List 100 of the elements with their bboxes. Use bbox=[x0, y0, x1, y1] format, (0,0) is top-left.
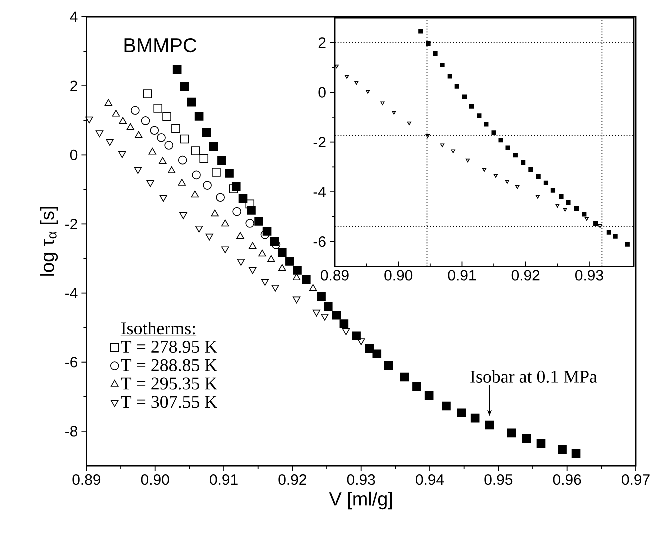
point bbox=[492, 130, 496, 136]
point bbox=[462, 94, 468, 100]
annotation: Isobar at 0.1 MPa bbox=[470, 370, 598, 384]
point bbox=[536, 439, 546, 448]
point bbox=[485, 420, 494, 430]
point bbox=[195, 226, 204, 233]
point bbox=[345, 75, 350, 79]
point bbox=[212, 168, 221, 177]
point bbox=[246, 219, 255, 228]
point bbox=[309, 284, 318, 292]
point bbox=[172, 124, 180, 134]
point bbox=[261, 279, 270, 286]
point bbox=[225, 169, 234, 178]
point bbox=[143, 90, 152, 98]
legend-label: T = 307.55 K bbox=[121, 396, 218, 408]
annotation: BMMPC bbox=[124, 38, 197, 53]
point bbox=[550, 188, 556, 193]
point bbox=[454, 84, 460, 89]
point bbox=[180, 82, 190, 92]
x-axis-title: V [ml/g] bbox=[329, 492, 392, 510]
point bbox=[625, 242, 630, 247]
point bbox=[522, 434, 532, 444]
point bbox=[426, 42, 431, 46]
point bbox=[470, 414, 480, 423]
point bbox=[232, 207, 242, 216]
point bbox=[237, 259, 246, 266]
point bbox=[180, 134, 190, 144]
point bbox=[451, 150, 456, 154]
point bbox=[134, 167, 142, 174]
point bbox=[384, 361, 394, 370]
legend-title: Isotherms: bbox=[122, 322, 196, 335]
point bbox=[584, 217, 589, 221]
point bbox=[262, 227, 272, 236]
x-tick-label: 0.94 bbox=[416, 474, 444, 486]
point bbox=[317, 292, 326, 302]
y-tick-label: 2 bbox=[70, 80, 78, 92]
point bbox=[104, 99, 113, 106]
point bbox=[448, 74, 452, 79]
point bbox=[357, 338, 366, 346]
point bbox=[258, 250, 266, 257]
legend-label: T = 288.85 K bbox=[121, 359, 218, 372]
point bbox=[293, 266, 302, 275]
point bbox=[180, 212, 188, 220]
y-tick-label: -6 bbox=[314, 236, 326, 248]
point bbox=[494, 174, 498, 178]
x-tick-label: 0.89 bbox=[72, 474, 101, 486]
point bbox=[498, 138, 504, 143]
x-tick-label: 0.95 bbox=[484, 474, 513, 486]
point bbox=[440, 62, 445, 68]
point bbox=[574, 206, 580, 212]
point bbox=[194, 112, 204, 121]
point bbox=[400, 372, 410, 382]
y-tick-label: -4 bbox=[66, 288, 78, 298]
point bbox=[286, 257, 294, 266]
point bbox=[566, 200, 571, 206]
point bbox=[164, 141, 174, 150]
point bbox=[292, 274, 301, 281]
point bbox=[135, 131, 143, 138]
point bbox=[218, 156, 226, 166]
point bbox=[442, 402, 451, 411]
point bbox=[118, 151, 126, 158]
point bbox=[606, 230, 612, 235]
point bbox=[466, 158, 470, 163]
point bbox=[272, 285, 280, 292]
point bbox=[469, 104, 474, 109]
point bbox=[572, 449, 581, 458]
point bbox=[365, 344, 374, 354]
point bbox=[246, 200, 255, 209]
point bbox=[222, 220, 230, 227]
point bbox=[106, 139, 114, 146]
point bbox=[168, 166, 176, 174]
point bbox=[352, 332, 361, 341]
point bbox=[505, 180, 510, 184]
point bbox=[162, 112, 172, 122]
point bbox=[192, 170, 201, 180]
point bbox=[426, 134, 430, 138]
point bbox=[407, 122, 412, 126]
point bbox=[202, 128, 212, 138]
point bbox=[598, 224, 602, 228]
point bbox=[484, 122, 489, 127]
point bbox=[354, 81, 359, 85]
point bbox=[559, 194, 564, 200]
point bbox=[536, 174, 541, 179]
point bbox=[211, 210, 219, 217]
point bbox=[440, 144, 445, 148]
x-tick-label: 0.92 bbox=[512, 270, 540, 281]
point bbox=[563, 208, 568, 212]
point bbox=[119, 117, 127, 124]
point bbox=[418, 29, 424, 34]
point bbox=[302, 275, 311, 284]
x-tick-label: 0.93 bbox=[576, 270, 604, 281]
point bbox=[191, 190, 200, 198]
point bbox=[160, 195, 168, 202]
y-tick-label: -2 bbox=[314, 137, 326, 148]
point bbox=[321, 314, 329, 321]
y-tick-label: 0 bbox=[318, 87, 326, 98]
point bbox=[536, 195, 540, 199]
legend-label: T = 278.95 K bbox=[121, 340, 218, 354]
point bbox=[187, 98, 196, 107]
point bbox=[312, 310, 321, 317]
